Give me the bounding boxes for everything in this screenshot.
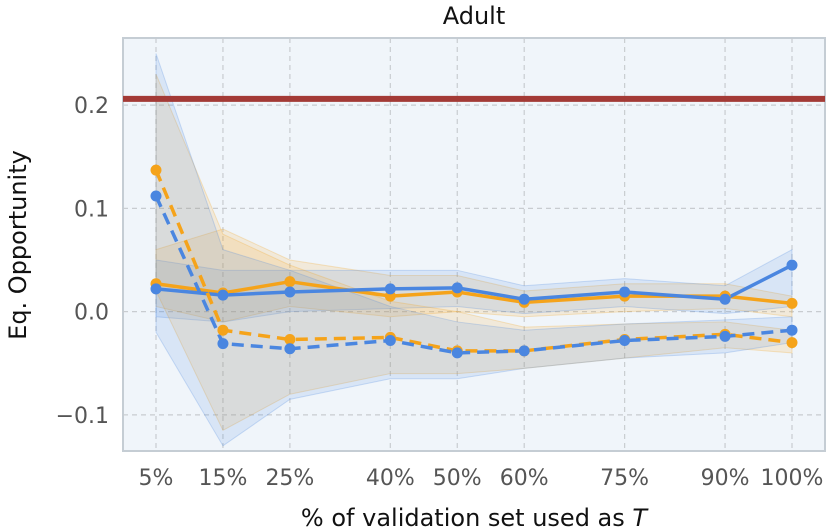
x-axis-label-variable: T <box>632 504 649 532</box>
y-tick-label: −0.1 <box>56 404 109 429</box>
data-point <box>619 286 631 298</box>
data-point <box>451 282 463 294</box>
x-tick-label: 40% <box>366 466 415 491</box>
y-tick-labels: −0.1 0.0 0.1 0.2 <box>56 94 109 429</box>
data-point <box>284 333 296 345</box>
x-tick-label: 15% <box>198 466 247 491</box>
x-tick-label: 25% <box>265 466 314 491</box>
data-point <box>719 330 731 342</box>
data-point <box>284 343 296 355</box>
data-point <box>451 347 463 359</box>
data-point <box>518 345 530 357</box>
x-tick-label: 75% <box>600 466 649 491</box>
chart-title: Adult <box>443 2 506 30</box>
x-tick-label: 90% <box>701 466 750 491</box>
data-point <box>786 259 798 271</box>
data-point <box>384 283 396 295</box>
data-point <box>719 293 731 305</box>
x-tick-label: 60% <box>500 466 549 491</box>
data-point <box>150 283 162 295</box>
data-point <box>384 335 396 347</box>
x-tick-label: 100% <box>761 466 824 491</box>
y-axis-label: Eq. Opportunity <box>4 150 32 340</box>
confidence-band <box>155 228 793 323</box>
y-tick-label: 0.2 <box>74 94 109 119</box>
data-point <box>150 164 162 176</box>
data-point <box>786 337 798 349</box>
data-point <box>217 338 229 350</box>
plot-background <box>122 37 826 452</box>
data-point <box>150 190 162 202</box>
data-point <box>619 335 631 347</box>
x-tick-label: 50% <box>433 466 482 491</box>
y-tick-label: 0.1 <box>74 197 109 222</box>
data-point <box>217 324 229 336</box>
x-tick-label: 5% <box>139 466 174 491</box>
grid <box>123 38 825 451</box>
data-point <box>786 297 798 309</box>
x-tick-labels: 5% 15% 25% 40% 50% 60% 75% 90% 100% <box>139 466 824 491</box>
data-point <box>284 286 296 298</box>
data-point <box>284 276 296 288</box>
series-markers <box>150 164 798 359</box>
data-point <box>518 293 530 305</box>
data-point <box>217 289 229 301</box>
series-line <box>154 195 793 355</box>
x-axis-label: % of validation set used as T <box>301 504 649 532</box>
data-point <box>786 324 798 336</box>
y-tick-label: 0.0 <box>74 301 109 326</box>
